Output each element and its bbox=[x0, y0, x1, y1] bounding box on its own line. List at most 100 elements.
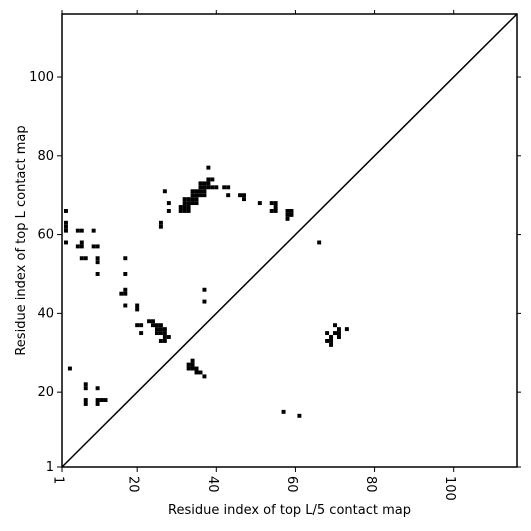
contact-point bbox=[190, 358, 195, 363]
contact-point bbox=[198, 181, 203, 186]
contact-points bbox=[63, 165, 349, 418]
contact-point bbox=[257, 201, 262, 206]
contact-point bbox=[222, 185, 227, 190]
contact-point bbox=[198, 189, 203, 194]
contact-point bbox=[186, 201, 191, 206]
x-tick-label: 100 bbox=[442, 476, 457, 501]
contact-point bbox=[63, 240, 68, 245]
contact-point bbox=[123, 291, 128, 296]
contact-point bbox=[190, 201, 195, 206]
contact-point bbox=[158, 327, 163, 332]
contact-point bbox=[186, 208, 191, 213]
x-tick-label: 1 bbox=[51, 476, 66, 484]
contact-point bbox=[289, 208, 294, 213]
plot-frame bbox=[61, 13, 518, 468]
contact-point bbox=[206, 165, 211, 170]
contact-point bbox=[182, 208, 187, 213]
contact-point bbox=[166, 335, 171, 339]
contact-point bbox=[317, 240, 322, 245]
contact-point bbox=[162, 327, 167, 332]
contact-point bbox=[329, 342, 334, 347]
y-tick-label: 1 bbox=[46, 460, 54, 475]
contact-point bbox=[238, 193, 243, 198]
contact-point bbox=[226, 185, 231, 190]
contact-point bbox=[333, 331, 337, 336]
contact-point bbox=[83, 386, 88, 391]
contact-point bbox=[329, 335, 334, 339]
contact-point bbox=[325, 331, 330, 336]
contact-point bbox=[75, 228, 80, 233]
contact-point bbox=[119, 291, 124, 296]
contact-point bbox=[182, 205, 187, 209]
contact-point bbox=[154, 331, 159, 336]
contact-point bbox=[344, 327, 349, 332]
contact-point bbox=[139, 331, 144, 336]
contact-point bbox=[83, 402, 88, 406]
contact-point bbox=[67, 366, 72, 371]
contact-point bbox=[95, 256, 100, 261]
y-tick-label: 40 bbox=[37, 306, 54, 321]
contact-point bbox=[214, 185, 219, 190]
contact-point bbox=[336, 327, 341, 332]
x-tick-label: 80 bbox=[363, 476, 378, 493]
x-tick-label: 20 bbox=[126, 476, 141, 493]
contact-point bbox=[273, 205, 278, 209]
contact-point bbox=[202, 299, 207, 304]
contact-point bbox=[289, 212, 294, 217]
contact-point bbox=[63, 228, 68, 233]
contact-point bbox=[285, 212, 290, 217]
contact-point bbox=[91, 244, 96, 249]
contact-point bbox=[202, 185, 207, 190]
contact-point bbox=[135, 307, 140, 312]
contact-point bbox=[178, 205, 183, 209]
x-tick-label: 40 bbox=[205, 476, 220, 493]
contact-point bbox=[123, 287, 128, 292]
x-axis-title: Residue index of top L/5 contact map bbox=[168, 503, 411, 518]
contact-point bbox=[158, 224, 163, 229]
contact-point bbox=[186, 362, 191, 367]
contact-point bbox=[151, 319, 155, 324]
contact-point bbox=[83, 398, 88, 403]
contact-point bbox=[194, 201, 199, 206]
contact-point bbox=[210, 185, 215, 190]
y-tick-label: 20 bbox=[37, 385, 54, 400]
contact-point bbox=[95, 386, 100, 391]
y-axis-title: Residue index of top L contact map bbox=[14, 125, 29, 355]
contact-point bbox=[325, 338, 330, 343]
contact-point bbox=[198, 193, 203, 198]
contact-point bbox=[194, 193, 199, 198]
contact-point bbox=[79, 256, 84, 261]
contact-point bbox=[285, 208, 290, 213]
contact-point bbox=[95, 402, 100, 406]
contact-point bbox=[186, 197, 191, 202]
contact-point bbox=[269, 201, 274, 206]
contact-point bbox=[135, 323, 140, 328]
contact-point bbox=[162, 189, 167, 194]
contact-point bbox=[158, 220, 163, 225]
contact-point bbox=[194, 366, 199, 371]
contact-point bbox=[79, 240, 84, 245]
contact-point bbox=[198, 370, 203, 375]
contact-point bbox=[202, 374, 207, 379]
contact-point bbox=[139, 323, 144, 328]
contact-point bbox=[202, 189, 207, 194]
contact-point bbox=[166, 201, 171, 206]
contact-point bbox=[63, 224, 68, 229]
contact-point bbox=[95, 244, 100, 249]
contact-point bbox=[123, 256, 128, 261]
contact-point bbox=[273, 208, 278, 213]
contact-point bbox=[202, 287, 207, 292]
contact-point bbox=[202, 181, 207, 186]
contact-point bbox=[190, 366, 195, 371]
contact-point bbox=[206, 185, 211, 190]
contact-point bbox=[162, 335, 167, 339]
contact-point bbox=[242, 197, 246, 202]
y-tick-label: 60 bbox=[37, 228, 54, 243]
contact-point bbox=[178, 208, 183, 213]
contact-point bbox=[91, 228, 96, 233]
contact-point bbox=[281, 409, 286, 414]
contact-point bbox=[206, 181, 211, 186]
contact-point bbox=[273, 201, 278, 206]
contact-point bbox=[333, 323, 337, 328]
